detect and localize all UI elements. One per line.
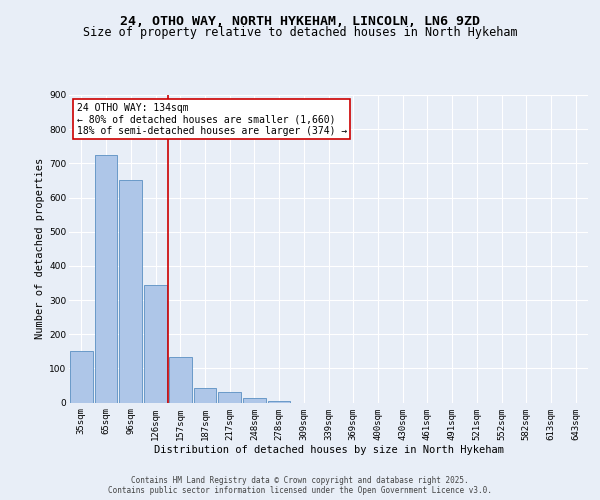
Text: 24 OTHO WAY: 134sqm
← 80% of detached houses are smaller (1,660)
18% of semi-det: 24 OTHO WAY: 134sqm ← 80% of detached ho…: [77, 102, 347, 136]
Y-axis label: Number of detached properties: Number of detached properties: [35, 158, 45, 340]
Bar: [144, 284, 167, 403]
X-axis label: Distribution of detached houses by size in North Hykeham: Distribution of detached houses by size …: [154, 445, 503, 455]
Bar: [268, 401, 290, 402]
Bar: [169, 358, 191, 403]
Bar: [119, 180, 142, 402]
Text: Size of property relative to detached houses in North Hykeham: Size of property relative to detached ho…: [83, 26, 517, 39]
Text: Contains HM Land Registry data © Crown copyright and database right 2025.
Contai: Contains HM Land Registry data © Crown c…: [108, 476, 492, 495]
Text: 24, OTHO WAY, NORTH HYKEHAM, LINCOLN, LN6 9ZD: 24, OTHO WAY, NORTH HYKEHAM, LINCOLN, LN…: [120, 15, 480, 28]
Bar: [218, 392, 241, 402]
Bar: [70, 351, 93, 403]
Bar: [194, 388, 216, 402]
Bar: [95, 156, 118, 402]
Bar: [243, 398, 266, 402]
